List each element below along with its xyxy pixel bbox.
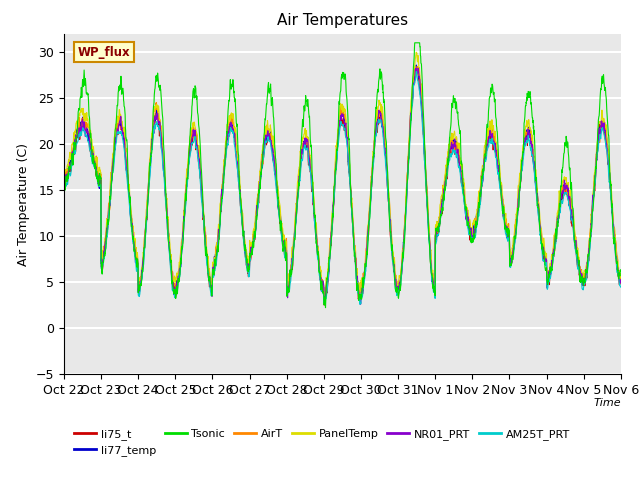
AirT	[216, 222, 223, 228]
PanelTemp	[359, 279, 367, 285]
Line: NR01_PRT: NR01_PRT	[64, 68, 621, 304]
PanelTemp	[568, 209, 576, 215]
li75_t	[216, 233, 223, 239]
Tsonic	[322, 305, 330, 311]
li75_t	[617, 280, 625, 286]
NR01_PRT	[216, 229, 223, 235]
NR01_PRT	[359, 291, 367, 297]
Line: AM25T_PRT: AM25T_PRT	[64, 72, 621, 304]
Y-axis label: Air Temperature (C): Air Temperature (C)	[17, 143, 30, 265]
AM25T_PRT	[60, 180, 68, 186]
Line: li77_temp: li77_temp	[64, 65, 621, 301]
AM25T_PRT	[505, 236, 513, 241]
li77_temp	[321, 298, 328, 304]
PanelTemp	[584, 256, 591, 262]
li77_temp	[617, 277, 625, 283]
Tsonic	[60, 183, 68, 189]
AM25T_PRT	[584, 268, 591, 274]
Line: PanelTemp: PanelTemp	[64, 52, 621, 298]
Tsonic	[371, 129, 379, 134]
li75_t	[359, 291, 367, 297]
li75_t	[321, 302, 328, 308]
AM25T_PRT	[371, 143, 379, 148]
NR01_PRT	[60, 176, 68, 181]
AirT	[60, 168, 68, 174]
AirT	[413, 63, 421, 69]
AirT	[568, 213, 576, 219]
Tsonic	[505, 229, 513, 235]
NR01_PRT	[505, 232, 513, 238]
li77_temp	[584, 261, 591, 267]
Line: Tsonic: Tsonic	[64, 43, 621, 308]
Tsonic	[411, 40, 419, 46]
NR01_PRT	[414, 65, 422, 71]
AM25T_PRT	[356, 301, 364, 307]
AirT	[359, 275, 367, 281]
NR01_PRT	[568, 213, 576, 218]
Title: Air Temperatures: Air Temperatures	[277, 13, 408, 28]
PanelTemp	[617, 275, 625, 280]
PanelTemp	[216, 223, 223, 229]
NR01_PRT	[356, 301, 364, 307]
li75_t	[371, 140, 379, 145]
li77_temp	[359, 288, 367, 293]
Tsonic	[216, 231, 223, 237]
li77_temp	[505, 232, 513, 238]
AM25T_PRT	[568, 218, 576, 224]
Tsonic	[568, 196, 576, 202]
AM25T_PRT	[617, 284, 625, 290]
li75_t	[584, 260, 591, 266]
Line: li75_t: li75_t	[64, 68, 621, 305]
AirT	[505, 221, 513, 227]
Text: Time: Time	[593, 398, 621, 408]
PanelTemp	[60, 170, 68, 176]
AirT	[584, 258, 591, 264]
li77_temp	[60, 173, 68, 179]
PanelTemp	[505, 226, 513, 232]
AM25T_PRT	[412, 69, 420, 74]
AirT	[371, 135, 379, 141]
li77_temp	[412, 62, 420, 68]
li75_t	[568, 222, 576, 228]
NR01_PRT	[617, 276, 625, 282]
li75_t	[414, 65, 422, 71]
li77_temp	[568, 212, 576, 217]
Line: AirT: AirT	[64, 66, 621, 300]
li75_t	[60, 176, 68, 182]
li75_t	[505, 230, 513, 236]
NR01_PRT	[584, 259, 591, 264]
AirT	[320, 297, 328, 302]
AirT	[617, 281, 625, 287]
AM25T_PRT	[216, 235, 223, 240]
li77_temp	[371, 136, 379, 142]
li77_temp	[216, 227, 223, 233]
Tsonic	[584, 263, 591, 268]
Text: WP_flux: WP_flux	[78, 46, 131, 59]
Tsonic	[359, 275, 367, 281]
Legend: li75_t, li77_temp, Tsonic, AirT, PanelTemp, NR01_PRT, AM25T_PRT: li75_t, li77_temp, Tsonic, AirT, PanelTe…	[70, 424, 574, 460]
AM25T_PRT	[359, 292, 367, 298]
PanelTemp	[412, 49, 420, 55]
PanelTemp	[356, 295, 364, 300]
NR01_PRT	[371, 136, 379, 142]
Tsonic	[617, 268, 625, 274]
PanelTemp	[371, 129, 379, 135]
